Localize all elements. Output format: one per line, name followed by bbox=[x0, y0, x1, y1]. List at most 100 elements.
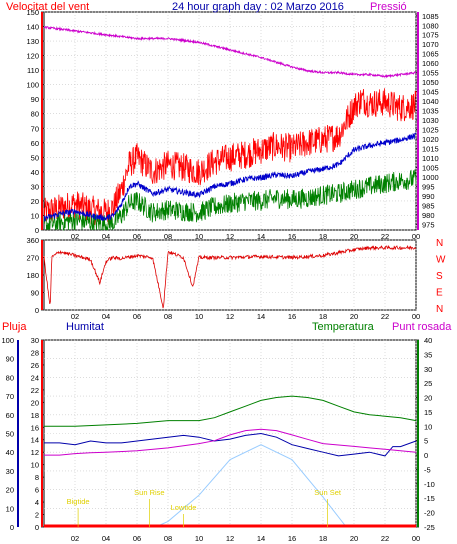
wind-y-tick-label: 10 bbox=[31, 211, 39, 220]
series bbox=[43, 25, 417, 528]
rain-y-tick-label: 8 bbox=[35, 473, 39, 482]
wind-y-tick-label: 100 bbox=[26, 81, 39, 90]
direction-y-tick-label: 360 bbox=[26, 236, 39, 245]
pressure-y-tick-label: 1080 bbox=[422, 21, 439, 30]
pressure-y-tick-label: 1035 bbox=[422, 107, 439, 116]
temperature-y-tick-label: 25 bbox=[424, 379, 432, 388]
humidity-y-tick-label: 70 bbox=[6, 392, 14, 401]
temperature-x-tick-label: 04 bbox=[102, 534, 110, 543]
temperature-x-tick-label: 14 bbox=[257, 534, 265, 543]
direction-x-tick-label: 08 bbox=[164, 312, 172, 321]
rain-y-tick-label: 16 bbox=[31, 423, 39, 432]
humidity-y-tick-label: 20 bbox=[6, 486, 14, 495]
wind-y-tick-label: 40 bbox=[31, 168, 39, 177]
center-title: 24 hour graph day : 02 Marzo 2016 bbox=[172, 1, 344, 13]
direction-x-tick-label: 00 bbox=[412, 312, 420, 321]
humidity-y-tick-label: 50 bbox=[6, 430, 14, 439]
pressure-y-tick-label: 1020 bbox=[422, 135, 439, 144]
direction-x-tick-label: 04 bbox=[102, 312, 110, 321]
pressure-y-tick-label: 985 bbox=[422, 201, 435, 210]
temperature-y-tick-label: 20 bbox=[424, 394, 432, 403]
pressure-y-tick-label: 1055 bbox=[422, 69, 439, 78]
wind-x-tick-label: 02 bbox=[71, 232, 79, 241]
temperature-x-tick-label: 16 bbox=[288, 534, 296, 543]
direction-x-tick-label: 20 bbox=[350, 312, 358, 321]
temperature-y-tick-label: -5 bbox=[424, 465, 431, 474]
pressure-y-tick-label: 990 bbox=[422, 192, 435, 201]
wind-y-tick-label: 110 bbox=[27, 66, 39, 75]
dew-point-label: Punt rosada bbox=[392, 321, 452, 333]
direction-x-tick-label: 16 bbox=[288, 312, 296, 321]
rain-y-tick-label: 22 bbox=[31, 386, 39, 395]
wind-x-tick-label: 10 bbox=[195, 232, 203, 241]
annotations: Sun Rise Sun Set Lowtide Bigtide bbox=[67, 488, 342, 527]
rain-y-tick-label: 14 bbox=[31, 436, 39, 445]
rain-y-tick-label: 20 bbox=[31, 398, 39, 407]
direction-grid bbox=[44, 239, 417, 311]
compass-label: N bbox=[436, 238, 443, 249]
wind-x-tick-label: 20 bbox=[350, 232, 358, 241]
wind-x-tick-label: 14 bbox=[257, 232, 265, 241]
temperature-y-tick-label: 35 bbox=[424, 350, 432, 359]
temperature-y-tick-label: -20 bbox=[424, 509, 435, 518]
wind-y-tick-label: 30 bbox=[31, 182, 39, 191]
wind-y-tick-label: 90 bbox=[31, 95, 39, 104]
humidity-y-tick-label: 10 bbox=[6, 504, 14, 513]
temperature-x-tick-label: 08 bbox=[164, 534, 172, 543]
pressure-y-tick-label: 1085 bbox=[422, 12, 439, 21]
wind-y-tick-label: 60 bbox=[31, 139, 39, 148]
temperature-x-tick-label: 02 bbox=[71, 534, 79, 543]
direction-y-tick-label: 90 bbox=[31, 289, 39, 298]
wind-x-tick-label: 16 bbox=[288, 232, 296, 241]
pressure-y-tick-label: 1010 bbox=[422, 154, 439, 163]
rain-y-tick-label: 18 bbox=[31, 411, 39, 420]
wind-x-tick-label: 18 bbox=[319, 232, 327, 241]
direction-x-tick-label: 22 bbox=[381, 312, 389, 321]
temperature-x-tick-label: 22 bbox=[381, 534, 389, 543]
pressure-y-tick-label: 1005 bbox=[422, 163, 439, 172]
wind-x-tick-label: 12 bbox=[226, 232, 234, 241]
pressure-y-tick-label: 1040 bbox=[422, 97, 439, 106]
temperature-y-tick-label: -10 bbox=[424, 480, 435, 489]
wind-y-tick-label: 50 bbox=[31, 153, 39, 162]
temperature-x-tick-label: 18 bbox=[319, 534, 327, 543]
wind-y-tick-label: 140 bbox=[26, 23, 39, 32]
compass-label: E bbox=[436, 288, 443, 299]
pressure-y-tick-label: 1000 bbox=[422, 173, 439, 182]
temperature-y-tick-label: 40 bbox=[424, 336, 432, 345]
wind-gust-series bbox=[43, 88, 417, 225]
humidity-y-tick-label: 40 bbox=[6, 448, 14, 457]
wind-y-tick-label: 20 bbox=[31, 197, 39, 206]
pressure-y-tick-label: 995 bbox=[422, 182, 435, 191]
rain-y-tick-label: 30 bbox=[31, 336, 39, 345]
direction-y-tick-label: 270 bbox=[26, 254, 39, 263]
temperature-y-tick-label: 0 bbox=[424, 451, 428, 460]
rain-y-tick-label: 4 bbox=[35, 498, 39, 507]
temperature-label: Temperatura bbox=[312, 321, 375, 333]
temperature-y-tick-label: 5 bbox=[424, 437, 428, 446]
direction-x-tick-label: 12 bbox=[226, 312, 234, 321]
wind-y-tick-label: 120 bbox=[26, 52, 39, 61]
compass-label: N bbox=[436, 304, 443, 315]
wind-y-tick-label: 70 bbox=[31, 124, 39, 133]
temperature-x-tick-label: 06 bbox=[133, 534, 141, 543]
pressure-series bbox=[43, 25, 417, 79]
direction-x-tick-label: 14 bbox=[257, 312, 265, 321]
temperature-x-tick-label: 00 bbox=[412, 534, 420, 543]
solar-series bbox=[155, 444, 347, 528]
rain-y-tick-label: 10 bbox=[31, 461, 39, 470]
pressure-y-tick-label: 1015 bbox=[422, 144, 439, 153]
pressure-y-tick-label: 980 bbox=[422, 211, 435, 220]
temperature-y-tick-label: 10 bbox=[424, 422, 432, 431]
pressure-y-tick-label: 1045 bbox=[422, 88, 439, 97]
astro-annotation: Lowtide bbox=[171, 503, 197, 512]
temperature-series bbox=[44, 395, 417, 427]
pressure-y-tick-label: 1050 bbox=[422, 78, 439, 87]
rain-y-tick-label: 28 bbox=[31, 348, 39, 357]
direction-x-tick-label: 02 bbox=[71, 312, 79, 321]
wind-x-tick-label: 08 bbox=[164, 232, 172, 241]
compass-label: S bbox=[436, 271, 443, 282]
rain-label: Pluja bbox=[2, 321, 27, 333]
rain-y-tick-label: 6 bbox=[35, 486, 39, 495]
